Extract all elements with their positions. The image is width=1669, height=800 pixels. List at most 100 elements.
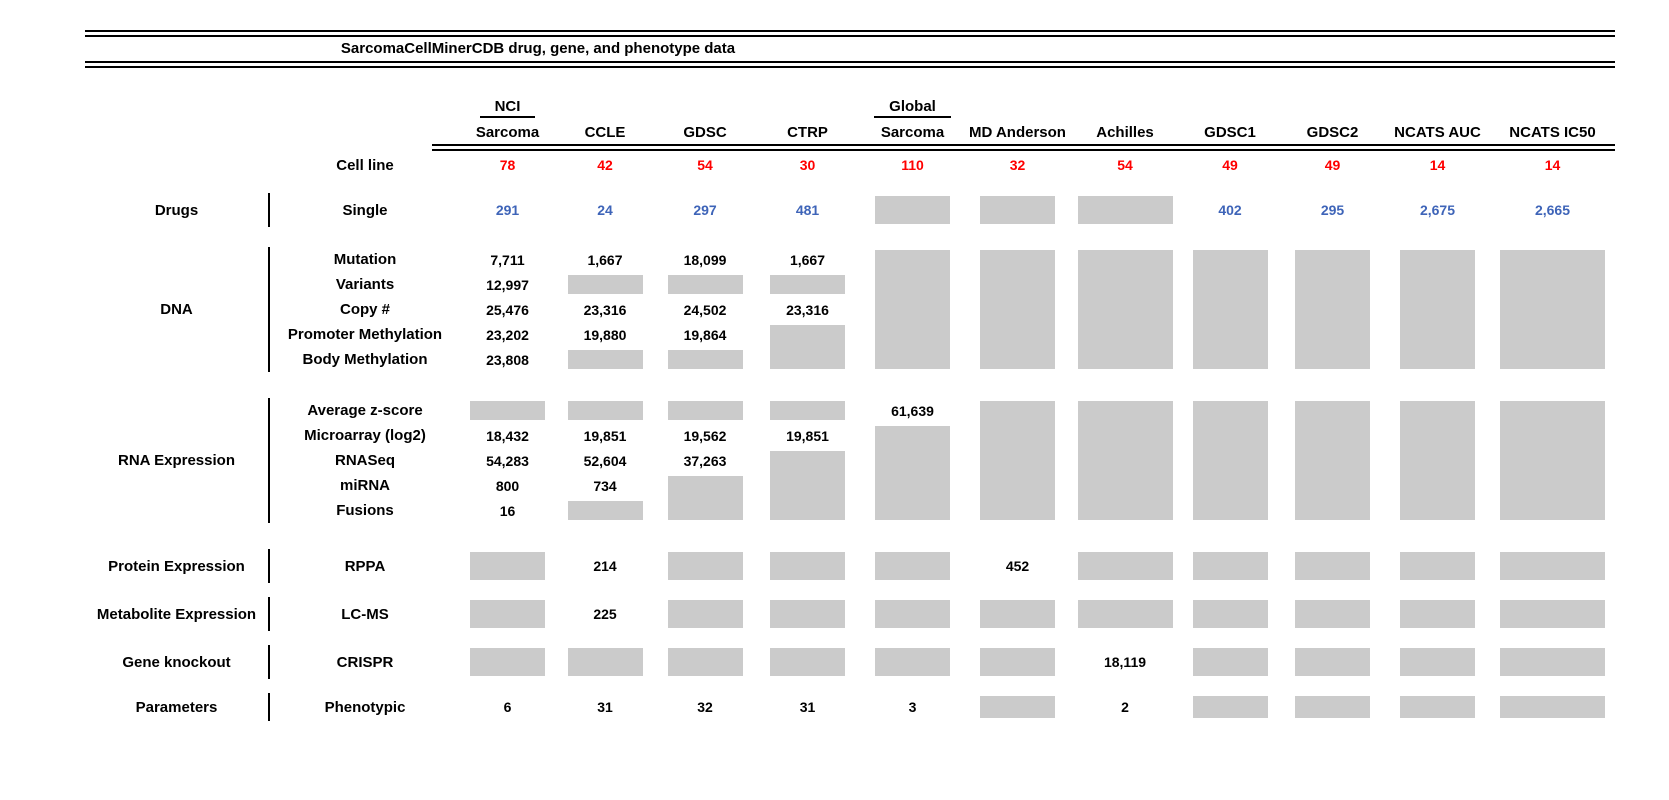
data-value: 19,880 [583,326,627,343]
row-label: RPPA [344,557,386,575]
section-rna-expression: RNA Expression Average z-score 61,639 Micro… [85,398,1615,523]
column-group-header: NCI [460,92,555,118]
section-drugs: Drugs Single 291 24 297 481 402 295 2,675 2,665 [85,193,1615,227]
row-label: Single [342,201,388,219]
cell-line-count: 49 [1324,157,1341,173]
data-value: 291 [495,202,520,218]
cell-line-count: 49 [1222,157,1238,173]
column-header: GDSC1 [1204,124,1256,141]
data-value: 1,667 [789,251,826,268]
missing-data-box [1077,196,1173,224]
data-value: 16 [499,502,516,519]
missing-data-box [1400,401,1475,520]
data-value: 6 [503,699,512,715]
column-header: NCATS IC50 [1509,124,1596,141]
row-label: RNASeq [334,452,395,469]
data-value: 31 [799,699,816,715]
data-value: 19,562 [683,427,727,444]
missing-data-box [567,350,643,369]
missing-data-box [980,401,1055,520]
missing-data-box [1500,250,1605,369]
missing-data-box [770,275,845,294]
data-value: 7,711 [490,251,525,268]
missing-data-box [667,552,743,580]
data-value: 18,099 [683,251,727,268]
data-value: 481 [795,202,820,218]
column-header: GDSC2 [1306,124,1359,141]
data-value: 452 [1005,558,1030,574]
missing-data-box [980,696,1055,718]
data-value: 31 [597,699,613,715]
missing-data-box [1295,600,1370,628]
missing-data-box [567,648,643,676]
missing-data-box [1500,696,1605,718]
group-label: RNA Expression [85,398,270,523]
table-title: SarcomaCellMinerCDB drug, gene, and phen… [340,40,736,57]
missing-data-box [1500,600,1605,628]
data-value: 18,119 [1103,654,1147,670]
missing-data-box [1192,696,1268,718]
cell-line-count: 54 [1117,157,1133,173]
missing-data-box [875,552,950,580]
data-value: 2,665 [1534,202,1571,218]
missing-data-box [1192,250,1268,369]
row-label: CRISPR [336,653,394,671]
missing-data-box [770,401,845,420]
missing-data-box [567,501,643,520]
cell-line-count: 110 [901,157,924,173]
data-value: 800 [495,477,520,494]
data-value: 19,864 [683,326,727,343]
missing-data-box [470,401,545,420]
missing-data-box [770,648,845,676]
group-label: Protein Expression [85,549,270,583]
missing-data-box [667,600,743,628]
column-group-header-label: NCI [479,98,536,118]
cell-line-count: 42 [597,157,613,173]
missing-data-box [470,600,545,628]
missing-data-box [1400,648,1475,676]
data-value: 402 [1218,202,1242,218]
missing-data-box [667,648,743,676]
missing-data-box [470,648,545,676]
data-value: 734 [593,477,617,494]
group-label: Drugs [85,193,270,227]
row-label: LC-MS [341,605,389,623]
data-value: 23,316 [786,301,829,318]
section-dna: DNA Mutation 7,711 1,667 18,099 1,667 Variants… [85,247,1615,372]
missing-data-box [1192,401,1268,520]
missing-data-box [1500,648,1605,676]
data-value: 3 [908,699,917,715]
group-label: Metabolite Expression [85,597,270,631]
row-label: Fusions [336,502,394,519]
data-value: 2 [1121,699,1129,715]
missing-data-box [875,426,950,520]
missing-data-box [875,648,950,676]
missing-data-box [1192,552,1268,580]
missing-data-box [1192,648,1268,676]
missing-data-box [980,600,1055,628]
cell-line-count: 14 [1544,157,1561,173]
missing-data-box [1295,250,1370,369]
missing-data-box [980,196,1055,224]
missing-data-box [875,600,950,628]
cell-line-count: 14 [1429,157,1446,173]
group-label: Parameters [85,693,270,721]
missing-data-box [667,401,743,420]
missing-data-box [1500,401,1605,520]
row-label: miRNA [339,477,390,494]
data-value: 19,851 [786,427,829,444]
missing-data-box [1295,648,1370,676]
missing-data-box [1400,552,1475,580]
missing-data-box [1077,552,1173,580]
data-value: 24 [597,202,613,218]
missing-data-box [770,325,845,369]
missing-data-box [1077,600,1173,628]
table-body: Drugs Single 291 24 297 481 402 295 2,675 2,665 DN… [85,193,1615,721]
data-value: 225 [593,606,617,622]
row-label: Promoter Methylation [287,326,443,343]
title-bottom-rule [85,61,1615,68]
data-value: 1,667 [587,251,623,268]
row-label: Body Methylation [302,351,428,368]
missing-data-box [1400,250,1475,369]
missing-data-box [667,350,743,369]
